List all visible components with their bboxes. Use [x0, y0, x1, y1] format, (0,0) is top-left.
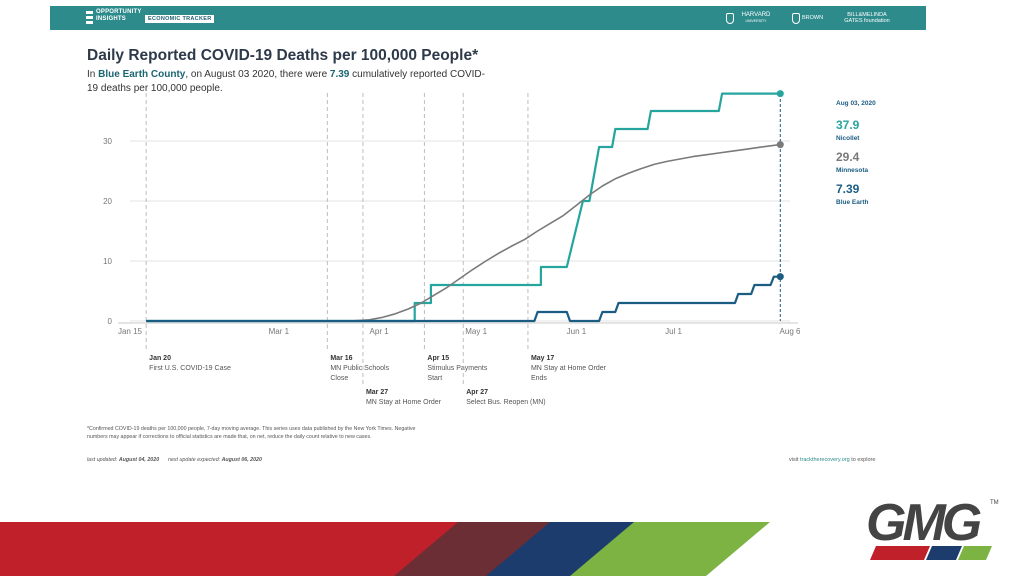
- event-label: Close: [330, 375, 348, 382]
- county-value: 7.39: [329, 69, 350, 80]
- event-label: MN Public Schools: [330, 365, 389, 372]
- event-label: Ends: [531, 375, 547, 382]
- series-line-minnesota: [146, 143, 781, 322]
- chart-subtitle: In Blue Earth County, on August 03 2020,…: [87, 69, 485, 94]
- gmg-logo-bar-red: [870, 546, 930, 560]
- y-tick-label: 10: [103, 257, 112, 266]
- highlight-label-minnesota: Minnesota: [836, 167, 869, 174]
- event-label: Stimulus Payments: [427, 365, 487, 372]
- x-tick-label: May 1: [465, 327, 487, 336]
- county-name: Blue Earth County: [98, 69, 186, 80]
- highlight-value-blue-earth: 7.39: [836, 182, 860, 196]
- footnote: *Confirmed COVID-19 deaths per 100,000 p…: [87, 426, 416, 440]
- event-date: Mar 16: [330, 355, 352, 362]
- event-label: Select Bus. Reopen (MN): [466, 399, 545, 406]
- event-date: Jan 20: [149, 355, 171, 362]
- highlight-value-nicollet: 37.9: [836, 118, 860, 132]
- chart-title: Daily Reported COVID-19 Deaths per 100,0…: [87, 47, 479, 64]
- y-tick-label: 0: [108, 317, 113, 326]
- event-label: Start: [427, 375, 442, 382]
- brown-logo: BROWN: [802, 15, 824, 21]
- x-tick-label: Aug 6: [780, 327, 801, 336]
- update-info: last updated: August 04, 2020 next updat…: [87, 457, 262, 463]
- brown-shield-icon: [792, 13, 800, 24]
- opportunity-insights-logo-icon: [86, 11, 93, 24]
- x-tick-label: Jan 15: [118, 327, 143, 336]
- x-tick-label: Jul 1: [665, 327, 682, 336]
- economic-tracker-badge[interactable]: ECONOMIC TRACKER: [145, 15, 215, 23]
- gmg-logo-bar-green: [958, 546, 992, 560]
- series-line-blue-earth: [146, 275, 781, 323]
- header-bar: OPPORTUNITY INSIGHTS ECONOMIC TRACKER HA…: [50, 6, 926, 30]
- gmg-logo-text: GMG: [866, 494, 981, 552]
- endpoint-minnesota: [776, 141, 784, 149]
- y-tick-label: 30: [103, 137, 112, 146]
- brand-name[interactable]: OPPORTUNITY INSIGHTS: [96, 9, 142, 22]
- event-date: Apr 15: [427, 355, 449, 362]
- highlight-label-blue-earth: Blue Earth: [836, 199, 869, 206]
- visit-link-text: visit tracktherecovery.org to explore: [789, 457, 876, 463]
- event-date: Mar 27: [366, 389, 388, 396]
- highlight-label-nicollet: Nicollet: [836, 135, 860, 142]
- y-tick-label: 20: [103, 197, 112, 206]
- gmg-logo-bar-navy: [926, 546, 962, 560]
- event-label: First U.S. COVID-19 Case: [149, 365, 231, 372]
- x-tick-label: Mar 1: [269, 327, 290, 336]
- event-label: MN Stay at Home Order: [366, 399, 442, 406]
- gates-foundation-logo: BILL&MELINDA GATES foundation: [844, 12, 890, 24]
- event-date: May 17: [531, 355, 554, 362]
- highlight-date: Aug 03, 2020: [836, 100, 876, 107]
- tracker-link[interactable]: tracktherecovery.org: [800, 457, 850, 463]
- gmg-logo-tm: TM: [990, 500, 999, 506]
- x-tick-label: Apr 1: [370, 327, 390, 336]
- harvard-shield-icon: [726, 13, 734, 24]
- event-date: Apr 27: [466, 389, 488, 396]
- endpoint-nicollet: [776, 90, 784, 98]
- event-label: MN Stay at Home Order: [531, 365, 607, 372]
- gmg-logo: GMG TM: [866, 494, 999, 560]
- endpoint-blue-earth: [776, 273, 784, 281]
- highlight-value-minnesota: 29.4: [836, 150, 860, 164]
- harvard-logo: HARVARD UNIVERSITY: [741, 12, 771, 23]
- x-tick-label: Jun 1: [567, 327, 587, 336]
